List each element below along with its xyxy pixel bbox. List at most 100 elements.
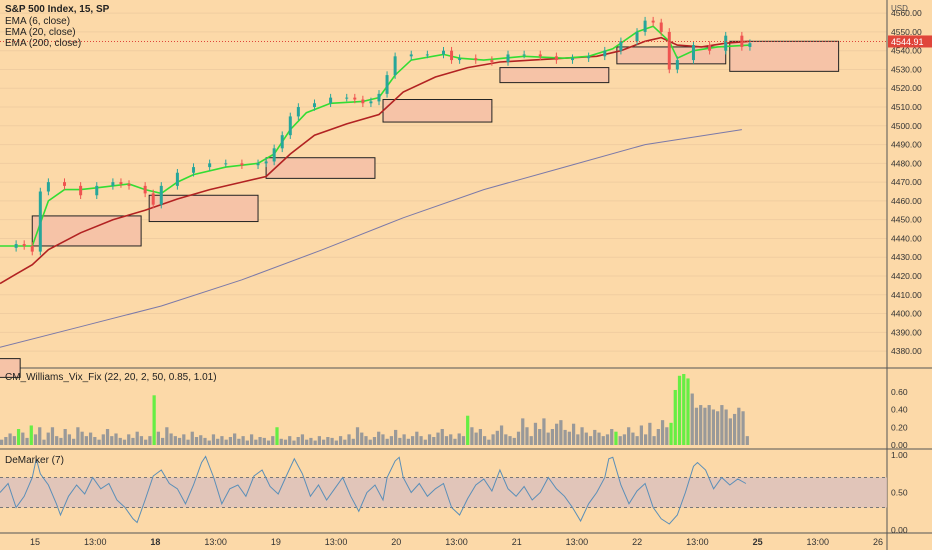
vix-bar [21, 432, 25, 445]
vix-bar [690, 393, 694, 445]
vix-bar [504, 434, 508, 445]
price-tick-label: 4550.00 [891, 27, 922, 37]
vix-bar [567, 431, 571, 445]
candle-body [409, 54, 413, 57]
vix-bar [381, 434, 385, 445]
candle-body [353, 97, 357, 100]
vix-bar [105, 429, 110, 445]
vix-bar [360, 432, 364, 445]
candle-body [296, 107, 300, 117]
vix-bar [55, 436, 59, 445]
candle-body [506, 54, 510, 62]
vix-bar [296, 437, 300, 445]
vix-bar [622, 434, 627, 445]
supply-demand-box[interactable] [148, 194, 259, 223]
vix-bar [88, 432, 93, 445]
vix-bar [508, 436, 512, 445]
ema6-legend: EMA (6, close) [5, 16, 71, 27]
vix-bar [474, 432, 478, 445]
vix-bar [677, 375, 682, 445]
vix-bar [563, 429, 567, 445]
candle-body [643, 20, 647, 32]
candle-body [385, 75, 389, 94]
price-tick-label: 4490.00 [891, 140, 922, 150]
x-tick-label: 19 [271, 537, 281, 547]
supply-demand-box[interactable] [382, 99, 493, 123]
candle-body [675, 60, 679, 70]
vix-bar [529, 436, 533, 445]
vix-bar [330, 437, 334, 445]
vix-bar [703, 407, 707, 445]
vix-bar [478, 429, 482, 445]
vix-bar [482, 436, 487, 445]
price-tick-label: 4520.00 [891, 83, 922, 93]
vix-bar [254, 439, 258, 445]
x-tick-label: 25 [753, 537, 763, 547]
vix-fix-legend: CM_Williams_Vix_Fix (22, 20, 2, 50, 0.85… [5, 372, 217, 383]
x-tick-label: 21 [512, 537, 522, 547]
candle-body [38, 191, 42, 252]
supply-demand-box[interactable] [729, 40, 840, 72]
vix-bar [326, 437, 330, 445]
candle-body [603, 50, 607, 57]
supply-demand-box[interactable] [499, 67, 610, 84]
candle-body [264, 161, 268, 164]
vix-bar [707, 405, 711, 445]
vix-bar [177, 437, 182, 445]
candle-body [192, 167, 196, 173]
vix-bar [25, 437, 29, 445]
vix-bar [686, 378, 690, 445]
candle-body [63, 182, 67, 186]
vix-bar [584, 432, 588, 445]
vix-bar [627, 427, 631, 445]
vix-bar [453, 438, 457, 445]
vix-bar [538, 429, 542, 445]
vix-bar [343, 439, 347, 445]
vix-bar [29, 425, 33, 445]
vix-bar [673, 389, 677, 445]
vix-bar [46, 432, 50, 445]
vix-bar [42, 439, 46, 445]
price-tick-label: 4400.00 [891, 309, 922, 319]
vix-bar [165, 427, 169, 445]
vix-bar [470, 427, 474, 445]
vix-bar [699, 405, 703, 445]
vix-bar [449, 434, 453, 445]
candle-body [458, 58, 462, 61]
vix-bar [266, 440, 271, 445]
vix-bar [555, 423, 559, 445]
candle-body [538, 54, 542, 57]
vix-bar [512, 437, 516, 445]
price-tick-label: 4390.00 [891, 327, 922, 337]
vix-bar [33, 434, 38, 445]
ema20-line [0, 36, 750, 285]
vix-bar [385, 438, 389, 445]
vix-bar [364, 436, 368, 445]
vix-bar [728, 418, 732, 445]
vix-bar [131, 437, 135, 445]
demarker-tick-label: 0.50 [891, 488, 908, 498]
candle-body [571, 58, 575, 61]
vix-bar [440, 429, 444, 445]
x-tick-label: 13:00 [686, 537, 709, 547]
vix-bar [127, 434, 131, 445]
price-tick-label: 4450.00 [891, 215, 922, 225]
candle-body [111, 182, 115, 186]
vix-bar [156, 431, 160, 445]
vix-bar [542, 418, 546, 445]
vix-bar [398, 437, 402, 445]
vix-bar [194, 437, 199, 445]
vix-bar [487, 439, 491, 445]
vix-bar [67, 434, 72, 445]
currency-label: USD [891, 4, 908, 13]
supply-demand-box[interactable] [0, 358, 21, 378]
supply-demand-box[interactable] [265, 157, 376, 179]
vix-bar [16, 429, 21, 445]
vix-bar [588, 436, 593, 445]
x-tick-label: 13:00 [84, 537, 107, 547]
candle-body [312, 103, 316, 108]
vix-bar [669, 422, 673, 445]
vix-bar [211, 434, 216, 445]
vix-bar [660, 420, 665, 445]
